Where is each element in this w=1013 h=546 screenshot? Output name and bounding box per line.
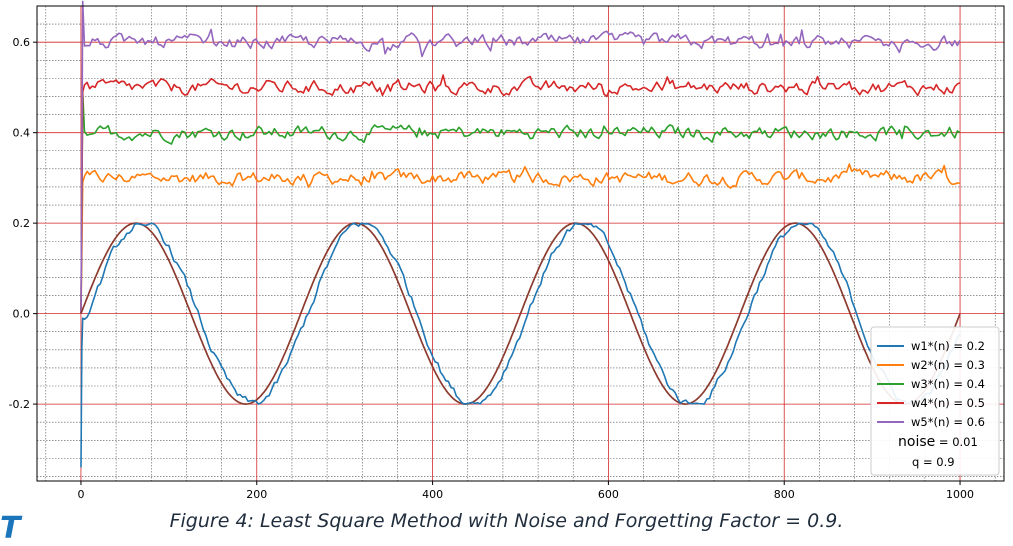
legend-label-w1: w1*(n) = 0.2 (911, 339, 985, 353)
series-1 (80, 222, 961, 468)
y-axis-ticks: -0.2 0.0 0.2 0.4 0.6 (9, 36, 37, 411)
legend-noise-value: = 0.01 (935, 435, 978, 449)
series-3 (80, 91, 961, 314)
y-tick-label: 0.6 (13, 36, 31, 49)
series-2 (80, 163, 961, 314)
legend-noise-label: noise (898, 434, 935, 450)
minor-grid (37, 6, 1004, 481)
legend-label-w3: w3*(n) = 0.4 (911, 377, 985, 391)
x-tick-label: 600 (598, 488, 619, 501)
y-tick-label: -0.2 (9, 398, 30, 411)
reference-sinusoid (80, 222, 961, 405)
figure-caption: Figure 4: Least Square Method with Noise… (169, 510, 844, 532)
x-tick-label: 1000 (946, 488, 974, 501)
series-layer (80, 0, 961, 468)
legend: w1*(n) = 0.2 w2*(n) = 0.3 w3*(n) = 0.4 w… (870, 326, 1000, 476)
logo: T (0, 511, 21, 546)
x-tick-label: 800 (774, 488, 795, 501)
x-tick-label: 0 (77, 488, 84, 501)
legend-label-w4: w4*(n) = 0.5 (911, 396, 985, 410)
legend-noise-annotation: noise = 0.01 (898, 434, 978, 450)
x-tick-label: 400 (422, 488, 443, 501)
x-axis-ticks: 0 200 400 600 800 1000 (77, 481, 974, 501)
y-tick-label: 0.4 (13, 127, 31, 140)
chart-background (0, 0, 1013, 505)
legend-label-w5: w5*(n) = 0.6 (911, 415, 985, 429)
x-tick-label: 200 (246, 488, 267, 501)
y-tick-label: 0.2 (13, 217, 31, 230)
plot-frame (36, 5, 1005, 482)
legend-label-w2: w2*(n) = 0.3 (911, 358, 985, 372)
series-4 (80, 74, 961, 314)
chart: 0 200 400 600 800 1000 -0.2 0.0 0.2 0.4 0.6 w1*(n… (0, 0, 1013, 505)
series-5 (80, 0, 961, 314)
legend-q-annotation: q = 0.9 (912, 455, 955, 469)
y-tick-label: 0.0 (13, 308, 31, 321)
